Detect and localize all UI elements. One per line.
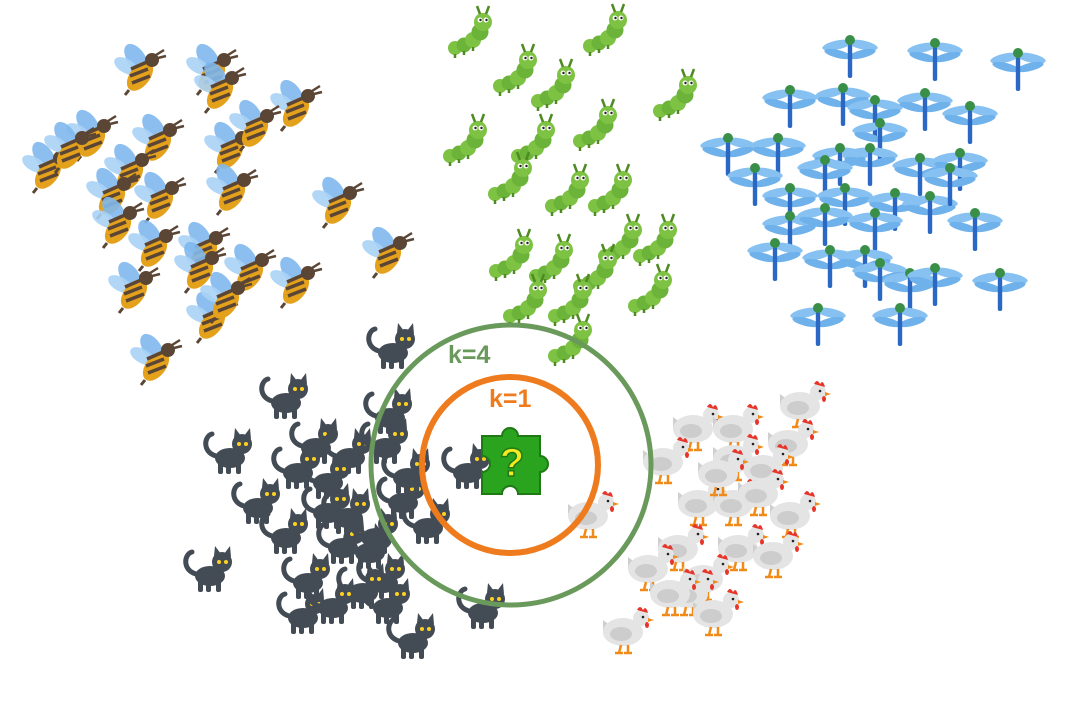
chicken-icon <box>768 489 823 539</box>
caterpillar-icon <box>571 97 619 153</box>
bee-icon <box>109 37 168 98</box>
k1-ring <box>419 374 601 556</box>
cat-icon <box>206 428 252 474</box>
cat-icon <box>186 546 232 592</box>
caterpillar-icon <box>487 227 535 283</box>
query-puzzle-icon: ? <box>481 427 549 495</box>
caterpillar-icon <box>446 4 494 60</box>
dragonfly-icon <box>941 101 999 144</box>
k1-label: k=1 <box>489 385 532 413</box>
bee-icon <box>201 157 260 218</box>
caterpillar-cluster <box>441 2 699 368</box>
caterpillar-icon <box>509 112 557 168</box>
dragonfly-icon <box>761 85 819 128</box>
caterpillar-icon <box>581 2 629 58</box>
cat-icon <box>279 588 325 634</box>
cat-icon <box>262 373 308 419</box>
caterpillar-icon <box>491 42 539 98</box>
dragonfly-cluster <box>699 35 1047 346</box>
caterpillar-icon <box>527 232 575 288</box>
dragonfly-icon <box>946 208 1004 251</box>
dragonfly-icon <box>871 303 929 346</box>
k4-ring <box>368 322 654 608</box>
caterpillar-icon <box>486 150 534 206</box>
bee-icon <box>307 170 366 231</box>
caterpillar-icon <box>501 272 549 328</box>
cat-icon <box>369 323 415 369</box>
bee-icon <box>103 255 162 316</box>
dragonfly-icon <box>746 238 804 281</box>
bee-icon <box>265 73 324 134</box>
cat-icon <box>234 478 280 524</box>
bee-icon <box>357 220 416 281</box>
dragonfly-icon <box>971 268 1029 311</box>
k4-label: k=4 <box>448 341 491 369</box>
caterpillar-icon <box>586 162 634 218</box>
bee-icon <box>265 250 324 311</box>
dragonfly-icon <box>906 263 964 306</box>
caterpillar-icon <box>441 112 489 168</box>
cat-cluster <box>186 323 505 659</box>
bee-icon <box>123 213 182 274</box>
bee-icon <box>125 327 184 388</box>
bee-cluster <box>17 37 416 388</box>
caterpillar-icon <box>529 57 577 113</box>
dragonfly-icon <box>896 88 954 131</box>
caterpillar-icon <box>543 162 591 218</box>
dragonfly-icon <box>789 303 847 346</box>
caterpillar-icon <box>546 272 594 328</box>
dragonfly-icon <box>821 35 879 78</box>
chicken-cluster <box>566 379 833 655</box>
cat-icon <box>262 508 308 554</box>
query-symbol: ? <box>500 441 524 485</box>
dragonfly-icon <box>906 38 964 81</box>
caterpillar-icon <box>631 212 679 268</box>
caterpillar-icon <box>626 262 674 318</box>
chicken-icon <box>601 605 656 655</box>
dragonfly-icon <box>989 48 1047 91</box>
caterpillar-icon <box>651 67 699 123</box>
cat-icon <box>389 613 435 659</box>
